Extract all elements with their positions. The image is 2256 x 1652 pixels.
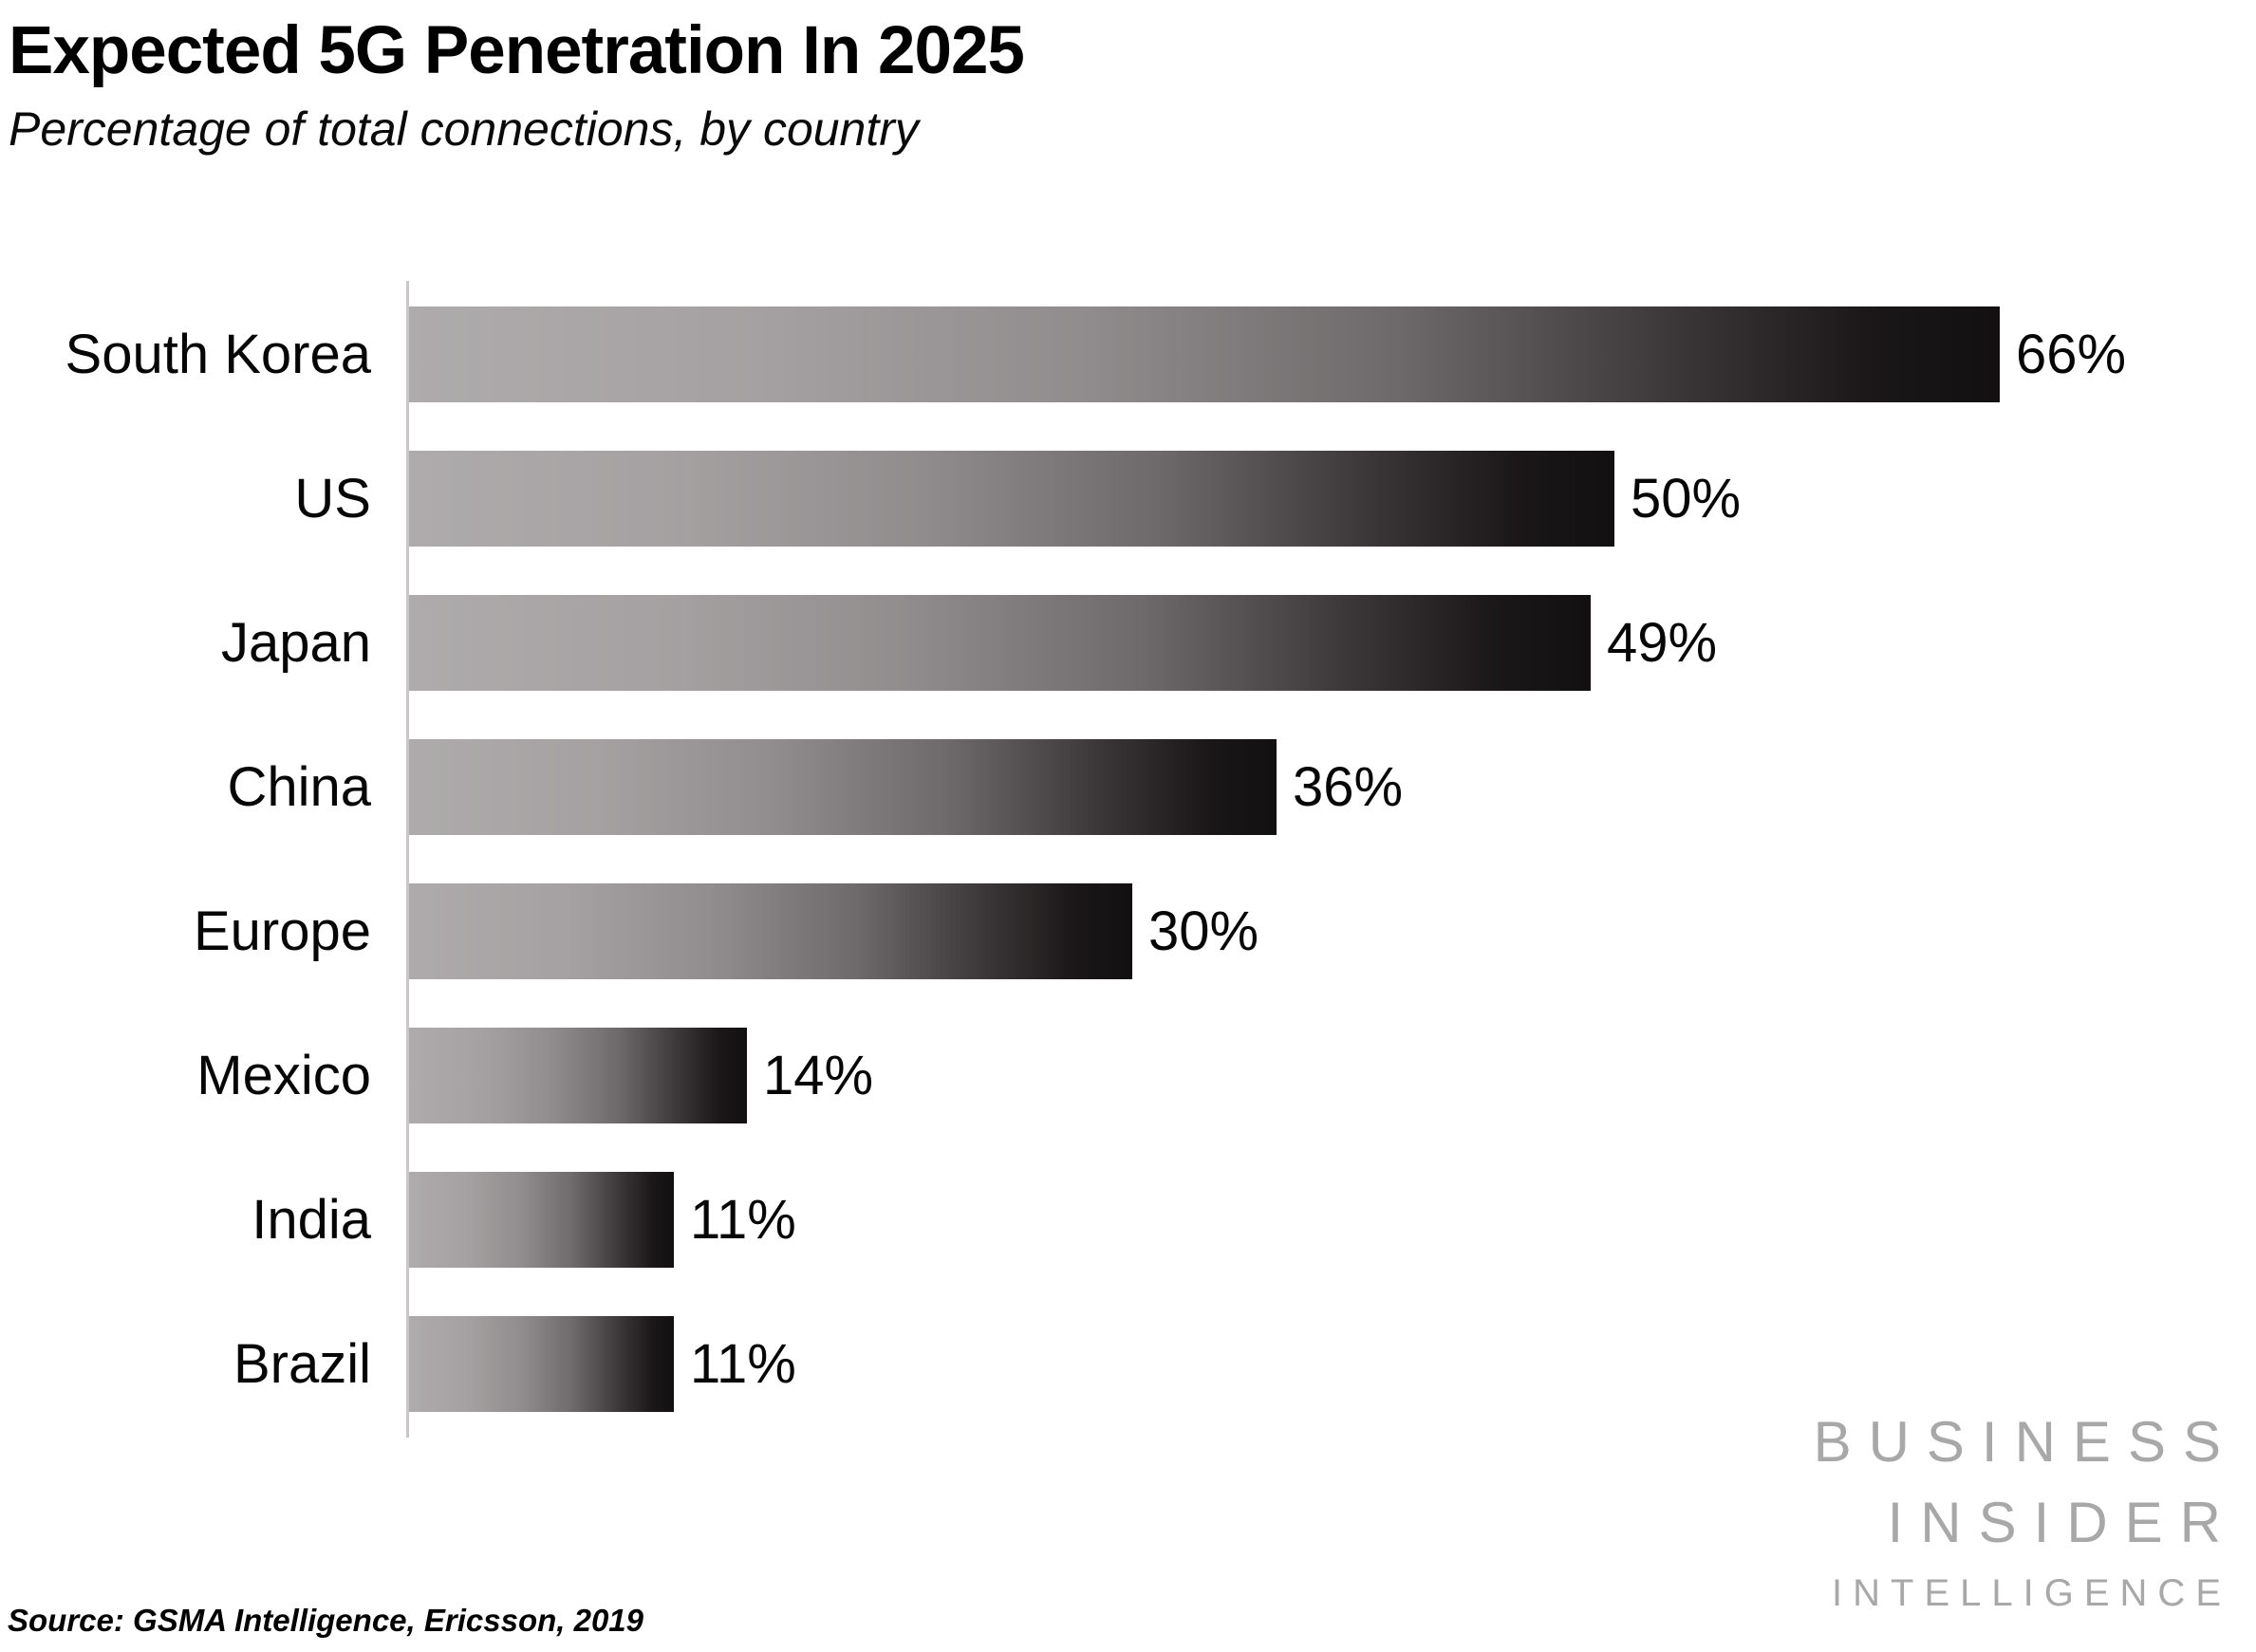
category-label: India <box>252 1189 371 1251</box>
bar <box>409 1028 747 1123</box>
bar-zone: 36% <box>409 739 2256 835</box>
source-note: Source: GSMA Intelligence, Ericsson, 201… <box>8 1603 644 1638</box>
bar <box>409 1316 674 1412</box>
category-label: Japan <box>220 612 371 674</box>
value-label: 11% <box>690 1333 796 1395</box>
chart-header: Expected 5G Penetration In 2025 Percenta… <box>9 13 1025 157</box>
value-label: 50% <box>1631 468 1742 529</box>
value-label: 30% <box>1148 900 1259 962</box>
bar <box>409 739 1277 835</box>
logo-line-insider: INSIDER <box>1887 1491 2238 1554</box>
chart-title: Expected 5G Penetration In 2025 <box>9 13 1025 88</box>
bar-zone: 11% <box>409 1316 2256 1412</box>
category-label: Europe <box>193 900 371 962</box>
bar-row: Brazil 11% <box>0 1316 2256 1412</box>
bar-row: US 50% <box>0 451 2256 547</box>
bar-row: India 11% <box>0 1172 2256 1268</box>
plot-area: South Korea 66% US 50% Japan 49% China 36% Europ… <box>0 281 2256 1438</box>
bar <box>409 1172 674 1268</box>
bar <box>409 883 1132 979</box>
category-label: Brazil <box>233 1333 371 1395</box>
value-label: 11% <box>690 1189 796 1251</box>
value-label: 66% <box>2016 324 2127 385</box>
bar-zone: 50% <box>409 451 2256 547</box>
bar-zone: 11% <box>409 1172 2256 1268</box>
business-insider-logo: BUSINESS INSIDER INTELLIGENCE <box>1814 1414 2221 1613</box>
category-label: China <box>227 756 371 818</box>
bar-zone: 66% <box>409 306 2256 402</box>
category-label: South Korea <box>65 324 371 385</box>
bar-row: Japan 49% <box>0 595 2256 691</box>
bar-zone: 30% <box>409 883 2256 979</box>
bar-row: South Korea 66% <box>0 306 2256 402</box>
bar <box>409 595 1591 691</box>
bar-zone: 49% <box>409 595 2256 691</box>
bar <box>409 306 2000 402</box>
bar-zone: 14% <box>409 1028 2256 1123</box>
bar-row: China 36% <box>0 739 2256 835</box>
value-label: 14% <box>763 1045 874 1106</box>
logo-line-intelligence: INTELLIGENCE <box>1832 1572 2231 1614</box>
logo-line-business: BUSINESS <box>1813 1410 2238 1474</box>
category-label: Mexico <box>196 1045 371 1106</box>
category-label: US <box>294 468 371 529</box>
bar <box>409 451 1614 547</box>
value-label: 36% <box>1293 756 1404 818</box>
bar-chart: South Korea 66% US 50% Japan 49% China 36% Europ… <box>0 281 2256 1438</box>
bar-row: Europe 30% <box>0 883 2256 979</box>
value-label: 49% <box>1607 612 1718 674</box>
chart-subtitle: Percentage of total connections, by coun… <box>9 102 919 156</box>
bar-row: Mexico 14% <box>0 1028 2256 1123</box>
